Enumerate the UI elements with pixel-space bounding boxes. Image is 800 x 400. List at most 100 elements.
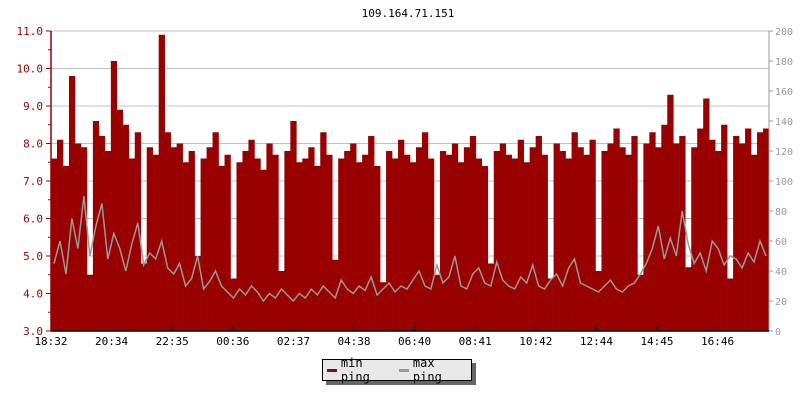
min-ping-bar — [152, 154, 159, 331]
min-ping-bar — [272, 154, 279, 331]
min-ping-bar — [116, 109, 124, 331]
min-ping-bar — [565, 158, 572, 331]
min-ping-bar — [314, 166, 321, 331]
min-ping-bar — [667, 94, 674, 331]
min-ping-bar — [134, 132, 142, 331]
x-tick-label: 02:37 — [277, 335, 310, 348]
min-ping-bar — [110, 61, 118, 331]
x-tick-label: 08:41 — [459, 335, 492, 348]
min-ping-bar — [338, 158, 345, 331]
min-ping-bar — [535, 136, 542, 331]
min-ping-bar — [284, 151, 291, 331]
x-tick-label: 04:38 — [337, 335, 370, 348]
min-ping-bar — [727, 278, 734, 331]
min-ping-bar — [182, 162, 189, 331]
y-right-tick-label: 100 — [775, 177, 793, 188]
min-ping-bar — [613, 128, 620, 331]
min-ping-bar — [260, 169, 267, 331]
min-ping-bar — [392, 158, 399, 331]
min-ping-bar — [140, 263, 148, 331]
min-ping-bar — [631, 136, 638, 331]
min-ping-bar — [386, 151, 393, 331]
min-ping-bar — [74, 143, 82, 331]
y-right-tick-label: 160 — [775, 87, 793, 98]
min-ping-bar — [493, 151, 501, 331]
min-ping-bar — [649, 132, 656, 331]
x-tick-label: 20:34 — [95, 335, 128, 348]
min-ping-bar — [433, 274, 441, 331]
min-ping-bar — [158, 34, 165, 331]
legend-label: max ping — [412, 356, 442, 384]
min-ping-bar — [206, 147, 213, 331]
y-left-tick-label: 5.0 — [23, 250, 43, 263]
min-ping-bar — [320, 132, 327, 331]
min-ping-bar — [98, 136, 106, 331]
legend-item-min-ping: min ping — [327, 356, 393, 384]
y-right-tick-label: 60 — [775, 237, 787, 248]
y-left-tick-label: 6.0 — [23, 213, 43, 226]
min-ping-bar — [703, 98, 710, 331]
min-ping-bar — [709, 139, 716, 331]
min-ping-bar — [86, 274, 94, 331]
min-ping-bar — [445, 154, 453, 331]
min-ping-bar — [296, 162, 303, 331]
chart-title: 109.164.71.151 — [362, 7, 455, 20]
y-left-tick-label: 9.0 — [23, 100, 43, 113]
min-ping-bar — [559, 151, 566, 331]
min-ping-bar — [691, 147, 698, 331]
y-left-tick-label: 10.0 — [17, 63, 44, 76]
min-ping-bar — [302, 158, 309, 331]
y-left-tick-label: 7.0 — [23, 175, 43, 188]
y-right-tick-label: 80 — [775, 207, 787, 218]
x-tick-label: 10:42 — [519, 335, 552, 348]
y-left-tick-label: 4.0 — [23, 288, 43, 301]
min-ping-bar — [62, 166, 70, 331]
min-ping-bar — [326, 154, 333, 331]
min-ping-bar — [380, 282, 387, 331]
y-right-tick-label: 140 — [775, 117, 793, 128]
x-tick-label: 16:46 — [701, 335, 734, 348]
y-right-tick-label: 120 — [775, 147, 793, 158]
min-ping-bar — [266, 143, 273, 331]
min-ping-bar — [200, 158, 207, 331]
legend-label: min ping — [340, 356, 370, 384]
min-ping-bar — [457, 162, 465, 331]
y-left-tick-label: 8.0 — [23, 138, 43, 151]
x-tick-label: 22:35 — [156, 335, 189, 348]
min-ping-bar — [715, 151, 722, 331]
min-ping-bar — [721, 124, 728, 331]
min-ping-bar — [212, 132, 219, 331]
min-ping-bar — [170, 147, 177, 331]
min-ping-bar — [218, 166, 225, 331]
min-ping-bar — [248, 139, 255, 331]
min-ping-bar — [164, 132, 171, 331]
min-ping-bar — [577, 147, 584, 331]
min-ping-bar — [308, 147, 315, 331]
min-ping-bar — [547, 278, 554, 331]
min-ping-bar — [68, 76, 76, 331]
min-ping-bar — [122, 124, 130, 331]
x-tick-label: 14:45 — [640, 335, 673, 348]
x-tick-label: 12:44 — [580, 335, 613, 348]
min-ping-bar — [751, 154, 758, 331]
min-ping-bar — [733, 136, 740, 331]
min-ping-bar — [757, 132, 764, 331]
min-ping-bar — [637, 274, 644, 331]
min-ping-bar — [595, 271, 602, 331]
min-ping-bar — [661, 124, 668, 331]
min-ping-bar — [451, 143, 459, 331]
min-ping-bar — [685, 267, 692, 331]
min-ping-bar — [398, 139, 405, 331]
min-ping-bar — [404, 154, 411, 331]
min-ping-bar — [350, 143, 357, 331]
min-ping-bar — [625, 154, 632, 331]
min-ping-bar — [374, 166, 381, 331]
min-ping-bar — [655, 147, 662, 331]
y-right-tick-label: 200 — [775, 27, 793, 38]
min-ping-bar — [236, 162, 243, 331]
min-ping-bar — [278, 271, 285, 331]
min-ping-bar — [188, 151, 195, 331]
min-ping-bar — [80, 147, 88, 331]
min-ping-bar — [410, 162, 417, 331]
min-ping-bar — [511, 158, 518, 331]
